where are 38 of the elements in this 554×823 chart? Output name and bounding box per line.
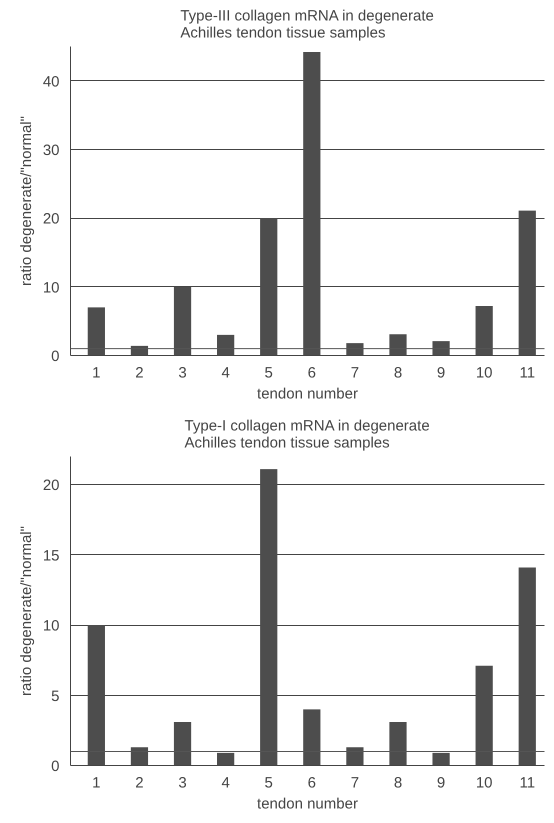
y-tick-label: 15: [42, 547, 60, 564]
x-tick-label: 7: [350, 364, 360, 382]
y-tick-label: 5: [51, 688, 60, 705]
x-tick-label: 2: [135, 364, 144, 382]
x-tick-label: 5: [264, 364, 273, 382]
y-tick-label: 10: [42, 618, 60, 635]
y-tick-label: 0: [51, 348, 60, 365]
x-tick-label: 6: [308, 364, 316, 382]
x-tick-label: 4: [221, 364, 230, 382]
x-tick-label: 6: [308, 774, 316, 792]
y-tick-label: 20: [42, 477, 60, 494]
x-tick-label: 9: [436, 364, 446, 382]
x-tick-label: 11: [519, 364, 536, 382]
x-tick-label: 1: [92, 774, 101, 792]
x-tick-label: 10: [476, 364, 493, 382]
x-tick-label: 2: [135, 774, 144, 792]
x-tick-label: 8: [394, 364, 402, 382]
y-tick-label: 20: [42, 210, 60, 228]
x-tick-label: 1: [92, 364, 101, 382]
x-tick-label: 4: [221, 774, 230, 792]
x-tick-label: 8: [394, 774, 402, 792]
x-tick-label: 9: [436, 774, 446, 792]
y-axis-title: ratio degenerate/"normal": [18, 116, 35, 286]
x-tick-label: 3: [178, 774, 187, 792]
chart-title: Type-I collagen mRNA in degenerate Achilles tendon tissue samples: [184, 418, 430, 452]
x-tick-label: 5: [264, 774, 273, 792]
x-axis-title: tendon number: [257, 796, 358, 812]
y-tick-label: 10: [42, 279, 60, 296]
x-tick-label: 3: [178, 364, 187, 382]
x-axis-title: tendon number: [257, 386, 358, 402]
chart-title: Type-III collagen mRNA in degenerate Achilles tendon tissue samples: [180, 8, 434, 42]
y-tick-label: 30: [42, 142, 60, 159]
y-tick-label: 0: [51, 758, 60, 775]
x-tick-label: 11: [519, 774, 536, 792]
y-axis-title: ratio degenerate/"normal": [18, 526, 35, 696]
y-tick-label: 40: [42, 73, 60, 90]
x-tick-label: 10: [476, 774, 493, 792]
x-tick-label: 7: [350, 774, 360, 792]
